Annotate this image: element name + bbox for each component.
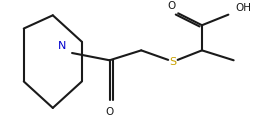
Text: OH: OH <box>235 3 251 13</box>
Text: S: S <box>169 57 176 67</box>
Text: N: N <box>58 41 66 51</box>
Text: O: O <box>105 107 114 117</box>
Text: O: O <box>167 1 176 11</box>
